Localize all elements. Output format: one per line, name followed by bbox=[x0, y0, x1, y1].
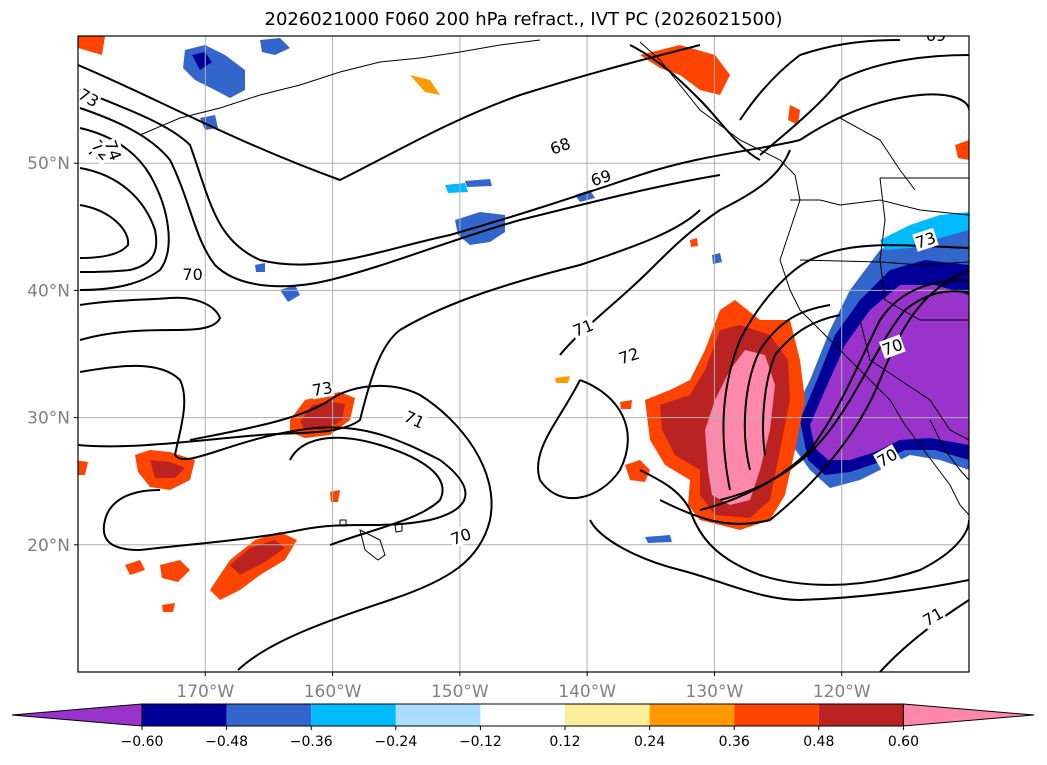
colorbar-tick-label: 0.48 bbox=[803, 734, 834, 750]
contour-label-bg bbox=[615, 343, 643, 368]
x-axis-ticks: 170°W 160°W 150°W 140°W 130°W 120°W bbox=[176, 672, 871, 702]
refractivity-contours bbox=[78, 39, 969, 672]
contour-label-text: 70 bbox=[182, 265, 202, 284]
colorbar-swatch bbox=[649, 704, 735, 726]
colorbar-swatch bbox=[226, 704, 312, 726]
contour-label-bg bbox=[873, 444, 902, 471]
x-tick-label: 160°W bbox=[304, 682, 362, 702]
colorbar-swatch bbox=[395, 704, 481, 726]
positive-anomaly-patches bbox=[78, 36, 969, 612]
colorbar-extend-high bbox=[902, 703, 1035, 727]
contour-label-bg bbox=[569, 315, 597, 341]
contour-label-bg bbox=[101, 136, 126, 164]
colorbar-swatch bbox=[480, 704, 565, 726]
contour-label: 1 bbox=[980, 242, 1002, 261]
contour-label-text: 69 bbox=[926, 26, 946, 45]
contour-label: 69 bbox=[924, 26, 947, 45]
x-tick-label: 130°W bbox=[686, 682, 744, 702]
contour-label-text: 73 bbox=[75, 85, 102, 112]
x-tick-label: 150°W bbox=[431, 682, 489, 702]
positive-anomaly-region bbox=[645, 300, 805, 530]
colorbar-tick-label: −0.36 bbox=[290, 734, 333, 750]
contour-label-bg bbox=[546, 133, 574, 158]
contour-label-bg bbox=[918, 603, 947, 630]
colorbar-tick-label: 0.60 bbox=[888, 734, 919, 750]
x-tick-label: 120°W bbox=[813, 682, 871, 702]
contour-label-bg bbox=[447, 524, 475, 549]
contour-label-bg bbox=[181, 265, 204, 284]
colorbar-tick-label: 0.36 bbox=[719, 734, 750, 750]
contour-label: 73 bbox=[912, 227, 939, 252]
contour-label-bg bbox=[924, 36, 947, 44]
x-tick-label: 140°W bbox=[558, 682, 616, 702]
contour-label-bg bbox=[78, 84, 103, 111]
gridlines bbox=[78, 36, 969, 672]
colorbar-extend-low bbox=[11, 703, 143, 727]
colorbar-tick-label: −0.24 bbox=[374, 734, 417, 750]
y-tick-label: 50°N bbox=[27, 154, 70, 174]
contour-label-bg bbox=[309, 377, 335, 400]
colorbar-swatch bbox=[565, 704, 650, 726]
colorbar-outline bbox=[141, 703, 904, 727]
contour-label: 70 bbox=[181, 265, 204, 284]
contour-label-text: 73 bbox=[311, 378, 334, 400]
contour-label-bg bbox=[912, 227, 939, 252]
y-tick-label: 20°N bbox=[27, 536, 70, 556]
contour-label-text: 1 bbox=[986, 242, 996, 261]
x-tick-label: 170°W bbox=[176, 682, 234, 702]
contour-label-bg bbox=[400, 406, 429, 433]
y-tick-label: 40°N bbox=[27, 281, 70, 301]
colorbar-tick-label: −0.48 bbox=[205, 734, 248, 750]
coastlines bbox=[139, 39, 969, 561]
colorbar-swatch bbox=[734, 704, 819, 726]
colorbar-tick-label: 0.12 bbox=[549, 734, 580, 750]
colorbar-tick-label: 0.24 bbox=[634, 734, 665, 750]
colorbar: −0.60 −0.48 −0.36 −0.24 −0.12 0.12 0.24 0.36 0.4… bbox=[11, 703, 1035, 750]
y-axis-ticks: 50°N 40°N 30°N 20°N bbox=[27, 154, 78, 556]
y-tick-label: 30°N bbox=[27, 409, 70, 429]
contour-label: 73 bbox=[75, 84, 103, 112]
contour-label-bg bbox=[878, 334, 906, 359]
colorbar-swatch bbox=[818, 704, 904, 726]
colorbar-tick-label: −0.12 bbox=[459, 734, 502, 750]
contour-label-bg bbox=[587, 165, 615, 190]
colorbar-swatch bbox=[311, 704, 396, 726]
contour-label: 69 bbox=[587, 165, 615, 190]
plot-frame bbox=[77, 35, 970, 673]
contour-label-bg bbox=[980, 242, 1002, 260]
colorbar-swatch bbox=[142, 704, 227, 726]
colorbar-tick-label: −0.60 bbox=[121, 734, 164, 750]
contour-label: 73 bbox=[309, 377, 335, 400]
map-title: 2026021000 F060 200 hPa refract., IVT PC… bbox=[264, 9, 783, 30]
